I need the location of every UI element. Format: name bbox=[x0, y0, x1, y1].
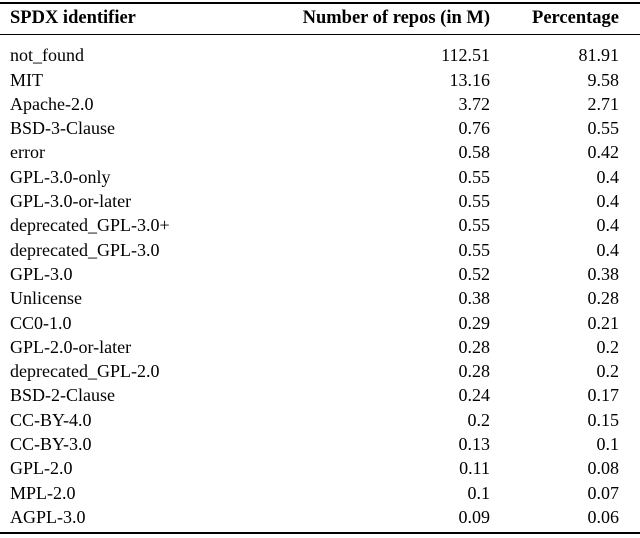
cell-percentage: 0.17 bbox=[587, 385, 620, 406]
bottom-rule bbox=[0, 531, 640, 535]
cell-percentage: 0.4 bbox=[596, 191, 620, 212]
column-header-number-of-repos: Number of repos (in M) bbox=[302, 8, 490, 29]
cell-number-of-repos: 0.55 bbox=[458, 215, 491, 236]
cell-number-of-repos: 0.2 bbox=[467, 409, 491, 430]
table-row: not_found 112.51 81.91 bbox=[0, 43, 640, 67]
cell-percentage: 0.08 bbox=[587, 458, 620, 479]
cell-spdx-identifier: CC-BY-3.0 bbox=[10, 434, 92, 455]
top-rule bbox=[0, 1, 640, 4]
table-row: Apache-2.0 3.72 2.71 bbox=[0, 92, 640, 116]
cell-spdx-identifier: deprecated_GPL-3.0 bbox=[10, 239, 160, 260]
table-row: Unlicense 0.38 0.28 bbox=[0, 286, 640, 310]
cell-number-of-repos: 0.1 bbox=[467, 482, 491, 503]
cell-percentage: 2.71 bbox=[587, 93, 620, 114]
table-row: CC-BY-3.0 0.13 0.1 bbox=[0, 432, 640, 456]
table-header-row: SPDX identifier Number of repos (in M) P… bbox=[0, 4, 640, 34]
cell-number-of-repos: 0.09 bbox=[458, 506, 491, 527]
cell-number-of-repos: 0.28 bbox=[458, 361, 491, 382]
cell-number-of-repos: 0.29 bbox=[458, 312, 491, 333]
cell-spdx-identifier: BSD-2-Clause bbox=[10, 385, 115, 406]
cell-spdx-identifier: GPL-3.0-or-later bbox=[10, 191, 132, 212]
cell-spdx-identifier: BSD-3-Clause bbox=[10, 118, 115, 139]
cell-percentage: 0.1 bbox=[596, 434, 620, 455]
cell-spdx-identifier: Apache-2.0 bbox=[10, 93, 94, 114]
table-row: GPL-2.0 0.11 0.08 bbox=[0, 456, 640, 480]
cell-number-of-repos: 3.72 bbox=[458, 93, 491, 114]
table-row: AGPL-3.0 0.09 0.06 bbox=[0, 505, 640, 529]
cell-number-of-repos: 112.51 bbox=[441, 45, 490, 66]
cell-percentage: 0.06 bbox=[587, 506, 620, 527]
cell-percentage: 0.28 bbox=[587, 288, 620, 309]
cell-number-of-repos: 0.24 bbox=[458, 385, 491, 406]
table-row: deprecated_GPL-3.0+ 0.55 0.4 bbox=[0, 213, 640, 237]
table-row: MIT 13.16 9.58 bbox=[0, 68, 640, 92]
cell-percentage: 0.4 bbox=[596, 166, 620, 187]
cell-number-of-repos: 0.76 bbox=[458, 118, 491, 139]
cell-percentage: 81.91 bbox=[578, 45, 620, 66]
cell-spdx-identifier: error bbox=[10, 142, 45, 163]
table-row: error 0.58 0.42 bbox=[0, 140, 640, 164]
table-row: BSD-2-Clause 0.24 0.17 bbox=[0, 383, 640, 407]
cell-number-of-repos: 0.55 bbox=[458, 239, 491, 260]
cell-percentage: 0.21 bbox=[587, 312, 620, 333]
cell-spdx-identifier: GPL-3.0-only bbox=[10, 166, 111, 187]
cell-percentage: 0.38 bbox=[587, 263, 620, 284]
cell-number-of-repos: 0.55 bbox=[458, 191, 491, 212]
column-header-percentage: Percentage bbox=[532, 8, 619, 29]
cell-number-of-repos: 0.11 bbox=[459, 458, 490, 479]
cell-percentage: 0.4 bbox=[596, 215, 620, 236]
cell-percentage: 0.15 bbox=[587, 409, 620, 430]
cell-spdx-identifier: GPL-3.0 bbox=[10, 263, 73, 284]
table-row: GPL-2.0-or-later 0.28 0.2 bbox=[0, 335, 640, 359]
table-body: not_found 112.51 81.91 MIT 13.16 9.58 Apache-2… bbox=[0, 35, 640, 529]
cell-spdx-identifier: GPL-2.0 bbox=[10, 458, 73, 479]
cell-spdx-identifier: AGPL-3.0 bbox=[10, 506, 86, 527]
cell-percentage: 0.07 bbox=[587, 482, 620, 503]
cell-spdx-identifier: GPL-2.0-or-later bbox=[10, 336, 132, 357]
cell-spdx-identifier: deprecated_GPL-3.0+ bbox=[10, 215, 170, 236]
table-row: BSD-3-Clause 0.76 0.55 bbox=[0, 116, 640, 140]
cell-spdx-identifier: CC-BY-4.0 bbox=[10, 409, 92, 430]
cell-percentage: 0.2 bbox=[596, 336, 620, 357]
cell-number-of-repos: 0.55 bbox=[458, 166, 491, 187]
table-row: deprecated_GPL-3.0 0.55 0.4 bbox=[0, 238, 640, 262]
table-row: CC-BY-4.0 0.2 0.15 bbox=[0, 408, 640, 432]
cell-spdx-identifier: MPL-2.0 bbox=[10, 482, 76, 503]
cell-spdx-identifier: deprecated_GPL-2.0 bbox=[10, 361, 160, 382]
table-row: MPL-2.0 0.1 0.07 bbox=[0, 481, 640, 505]
column-header-spdx-identifier: SPDX identifier bbox=[10, 8, 136, 29]
table-row: GPL-3.0-or-later 0.55 0.4 bbox=[0, 189, 640, 213]
cell-percentage: 0.2 bbox=[596, 361, 620, 382]
cell-percentage: 0.55 bbox=[587, 118, 620, 139]
cell-spdx-identifier: CC0-1.0 bbox=[10, 312, 72, 333]
cell-percentage: 9.58 bbox=[587, 69, 620, 90]
cell-number-of-repos: 0.38 bbox=[458, 288, 491, 309]
table-row: GPL-3.0 0.52 0.38 bbox=[0, 262, 640, 286]
cell-spdx-identifier: Unlicense bbox=[10, 288, 82, 309]
cell-percentage: 0.4 bbox=[596, 239, 620, 260]
cell-spdx-identifier: MIT bbox=[10, 69, 43, 90]
table-row: CC0-1.0 0.29 0.21 bbox=[0, 311, 640, 335]
cell-number-of-repos: 0.52 bbox=[458, 263, 491, 284]
cell-number-of-repos: 0.13 bbox=[458, 434, 491, 455]
table-row: deprecated_GPL-2.0 0.28 0.2 bbox=[0, 359, 640, 383]
cell-number-of-repos: 0.58 bbox=[458, 142, 491, 163]
cell-number-of-repos: 13.16 bbox=[449, 69, 491, 90]
cell-number-of-repos: 0.28 bbox=[458, 336, 491, 357]
header-rule bbox=[0, 33, 640, 36]
cell-spdx-identifier: not_found bbox=[10, 45, 84, 66]
cell-percentage: 0.42 bbox=[587, 142, 620, 163]
table-row: GPL-3.0-only 0.55 0.4 bbox=[0, 165, 640, 189]
